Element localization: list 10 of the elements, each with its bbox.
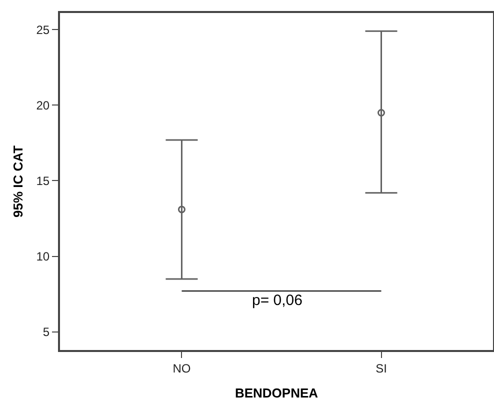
x-tick-label: NO <box>172 361 191 376</box>
y-tick-label: 5 <box>42 325 50 340</box>
y-tick-label: 10 <box>36 250 50 264</box>
x-tick-label: SI <box>376 361 387 376</box>
y-tick-label: 25 <box>36 22 50 37</box>
x-axis-title: BENDOPNEA <box>234 386 319 400</box>
y-axis-title: 95% IC CAT <box>10 145 26 218</box>
annotation: p= 0,06 <box>252 292 302 309</box>
y-tick-label: 20 <box>36 98 50 112</box>
y-tick-label: 15 <box>36 174 50 188</box>
